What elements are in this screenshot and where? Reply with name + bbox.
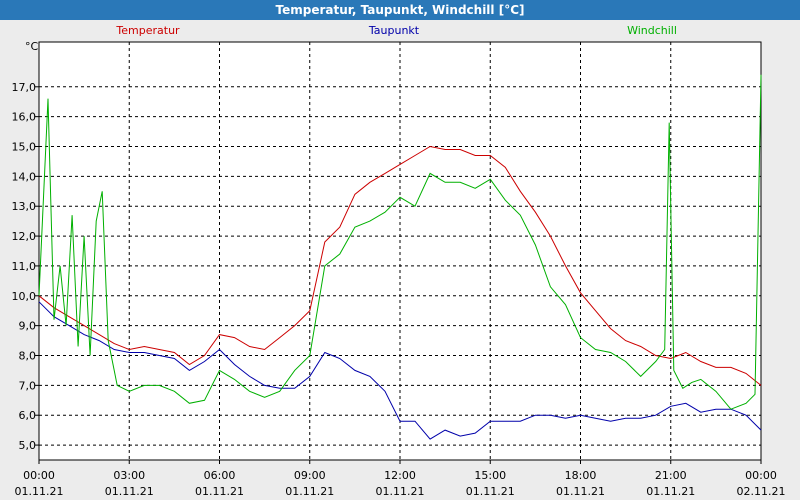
legend-windchill: Windchill [627,24,677,37]
x-tick-time: 09:00 [294,469,326,482]
x-tick-time: 15:00 [474,469,506,482]
x-tick-time: 00:00 [23,469,55,482]
x-tick-time: 18:00 [565,469,597,482]
x-tick-time: 21:00 [655,469,687,482]
x-tick-date: 01.11.21 [105,485,154,498]
x-tick-date: 01.11.21 [376,485,425,498]
x-tick-date: 01.11.21 [646,485,695,498]
y-tick-label: 8,0 [19,350,37,363]
y-axis-label: °C [25,40,39,53]
y-tick-label: 6,0 [19,409,37,422]
y-tick-label: 12,0 [12,230,37,243]
y-tick-label: 11,0 [12,260,37,273]
y-tick-label: 17,0 [12,81,37,94]
chart: 5,0 6,0 7,0 8,0 9,0 10,0 11,0 12,0 13,0 14,0 15,0 1… [12,24,786,498]
series-layer [38,74,762,440]
y-tick-label: 10,0 [12,290,37,303]
legend-taupunkt: Taupunkt [368,24,420,37]
x-tick-date: 01.11.21 [466,485,515,498]
x-tick-date: 02.11.21 [737,485,786,498]
series-line-temperatur [38,145,762,386]
x-tick-time: 00:00 [745,469,777,482]
y-tick-label: 13,0 [12,200,37,213]
x-tick-date: 01.11.21 [285,485,334,498]
x-axis: 00:00 01.11.21 03:00 01.11.21 06:00 01.11.21 0… [15,460,786,498]
y-tick-label: 16,0 [12,111,37,124]
gridlines [39,42,761,460]
y-tick-label: 7,0 [19,379,37,392]
y-tick-label: 9,0 [19,320,37,333]
x-tick-date: 01.11.21 [195,485,244,498]
y-tick-label: 14,0 [12,170,37,183]
legend-temperatur: Temperatur [115,24,180,37]
legend: Temperatur Taupunkt Windchill [115,24,677,37]
y-tick-label: 15,0 [12,141,37,154]
series-line-taupunkt [38,301,762,440]
series-line-windchill [38,74,762,410]
x-tick-time: 06:00 [204,469,236,482]
window-title: Temperatur, Taupunkt, Windchill [°C] [0,0,800,20]
x-tick-time: 03:00 [113,469,145,482]
x-tick-date: 01.11.21 [15,485,64,498]
x-tick-time: 12:00 [384,469,416,482]
y-tick-label: 5,0 [19,439,37,452]
x-tick-date: 01.11.21 [556,485,605,498]
y-axis: 5,0 6,0 7,0 8,0 9,0 10,0 11,0 12,0 13,0 14,0 15,0 1… [12,81,39,452]
